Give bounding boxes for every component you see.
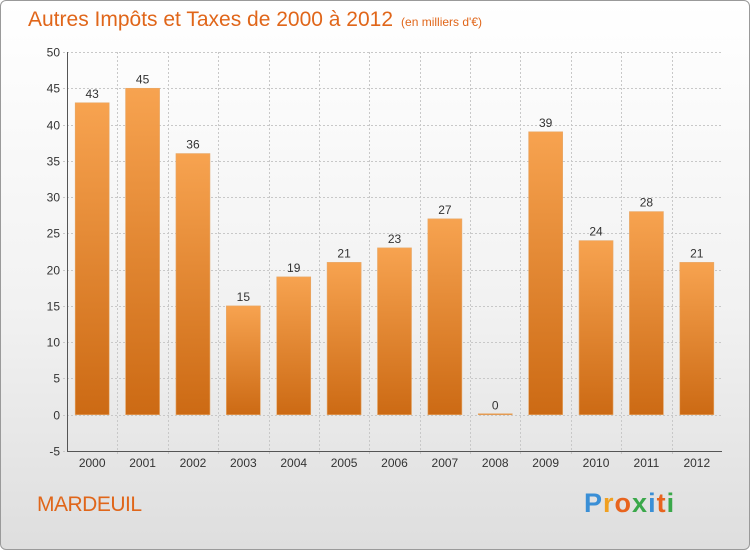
bar	[477, 413, 513, 416]
bar-value-label: 28	[640, 196, 654, 210]
bar-value-label: 15	[237, 290, 251, 304]
proxiti-logo[interactable]: Proxiti	[584, 488, 675, 519]
x-tick-label: 2012	[683, 456, 710, 470]
x-tick-label: 2008	[482, 456, 509, 470]
bar-value-label: 23	[388, 232, 402, 246]
bar	[125, 87, 160, 416]
logo-letter: i	[666, 488, 676, 518]
y-tick-label: 15	[47, 300, 61, 314]
bar	[528, 131, 563, 416]
chart-title-text: Autres Impôts et Taxes de 2000 à 2012	[28, 8, 394, 31]
y-tick-label: 40	[47, 119, 61, 133]
chart-unit: (en milliers d'€)	[401, 15, 483, 29]
y-tick-label: 45	[47, 82, 61, 96]
grid-lines	[63, 52, 722, 455]
axes: -5 0 5 10 15 20 25 30 35 40 45 50 2000 2001 2002 2003 20…	[47, 46, 722, 470]
bar	[679, 262, 715, 416]
bar-value-label: 39	[539, 116, 553, 130]
logo-letter: o	[614, 488, 633, 518]
x-tick-label: 2007	[432, 456, 459, 470]
y-tick-label: 25	[47, 227, 61, 241]
y-tick-label: 20	[47, 264, 61, 278]
bar	[276, 276, 312, 416]
bar-value-label: 27	[438, 203, 452, 217]
bar-value-label: 0	[492, 399, 499, 413]
x-tick-label: 2004	[280, 456, 307, 470]
bar-value-label: 36	[186, 138, 200, 152]
bar	[629, 211, 664, 416]
bar	[175, 153, 211, 416]
bar	[377, 247, 412, 416]
y-tick-label: 0	[53, 409, 60, 423]
logo-letter: P	[584, 488, 604, 518]
logo-letter: x	[632, 488, 649, 518]
x-tick-label: 2009	[532, 456, 559, 470]
bar	[578, 240, 614, 416]
bar	[427, 218, 463, 416]
x-tick-label: 2001	[129, 456, 156, 470]
bar-value-label: 45	[136, 72, 150, 86]
bar-value-label: 24	[589, 225, 603, 239]
bar-value-label: 19	[287, 261, 301, 275]
y-tick-label: 30	[47, 191, 61, 205]
y-tick-label: -5	[49, 445, 60, 459]
chart-title: Autres Impôts et Taxes de 2000 à 2012 (en…	[28, 8, 482, 32]
x-tick-label: 2006	[381, 456, 408, 470]
x-tick-label: 2003	[230, 456, 257, 470]
bar	[326, 262, 362, 416]
y-tick-label: 35	[47, 155, 61, 169]
x-tick-label: 2005	[331, 456, 358, 470]
bars	[74, 87, 715, 416]
logo-letter: i	[648, 488, 657, 518]
logo-letter: r	[603, 488, 615, 518]
y-tick-label: 10	[47, 336, 61, 350]
logo-letter: t	[656, 488, 667, 518]
commune-name: MARDEUIL	[37, 493, 142, 516]
x-tick-label: 2010	[583, 456, 610, 470]
data-labels: 43 45 36 15 19 21 23 27 0 39 24 28 21	[86, 72, 704, 412]
bar-value-label: 21	[690, 246, 704, 260]
x-tick-label: 2011	[634, 456, 660, 470]
bar	[74, 102, 110, 416]
x-tick-label: 2002	[180, 456, 207, 470]
x-tick-label: 2000	[79, 456, 106, 470]
bar	[226, 305, 261, 416]
bar-value-label: 43	[86, 87, 100, 101]
bar-value-label: 21	[337, 246, 351, 260]
y-tick-label: 5	[53, 372, 60, 386]
y-tick-label: 50	[47, 46, 61, 60]
